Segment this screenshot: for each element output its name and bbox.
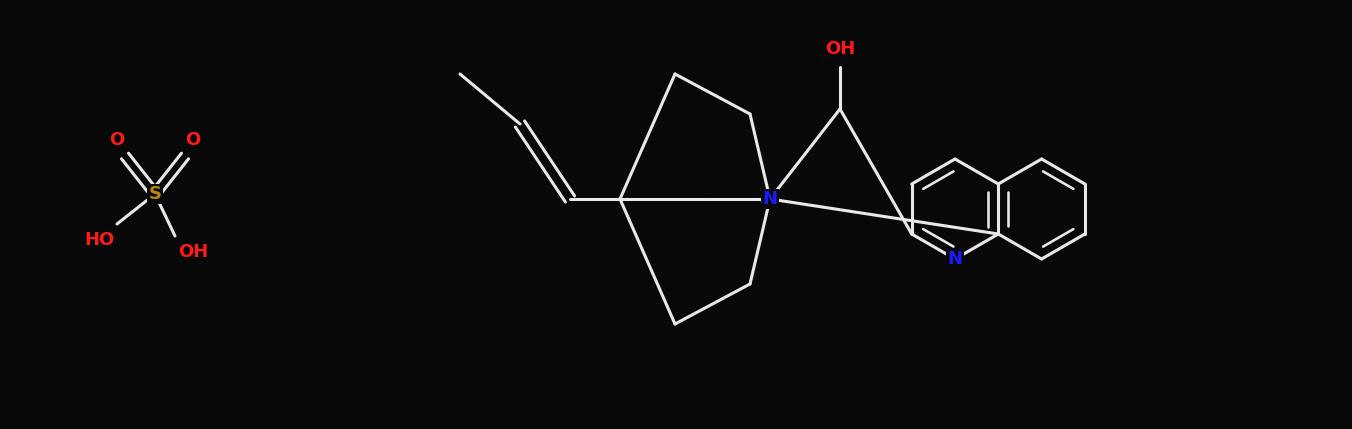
Text: O: O [185, 131, 200, 149]
Text: S: S [149, 185, 161, 203]
Text: N: N [948, 250, 963, 268]
Text: N: N [763, 190, 777, 208]
Text: OH: OH [178, 243, 208, 261]
Text: HO: HO [84, 231, 114, 249]
Text: OH: OH [825, 40, 854, 58]
Text: O: O [110, 131, 124, 149]
